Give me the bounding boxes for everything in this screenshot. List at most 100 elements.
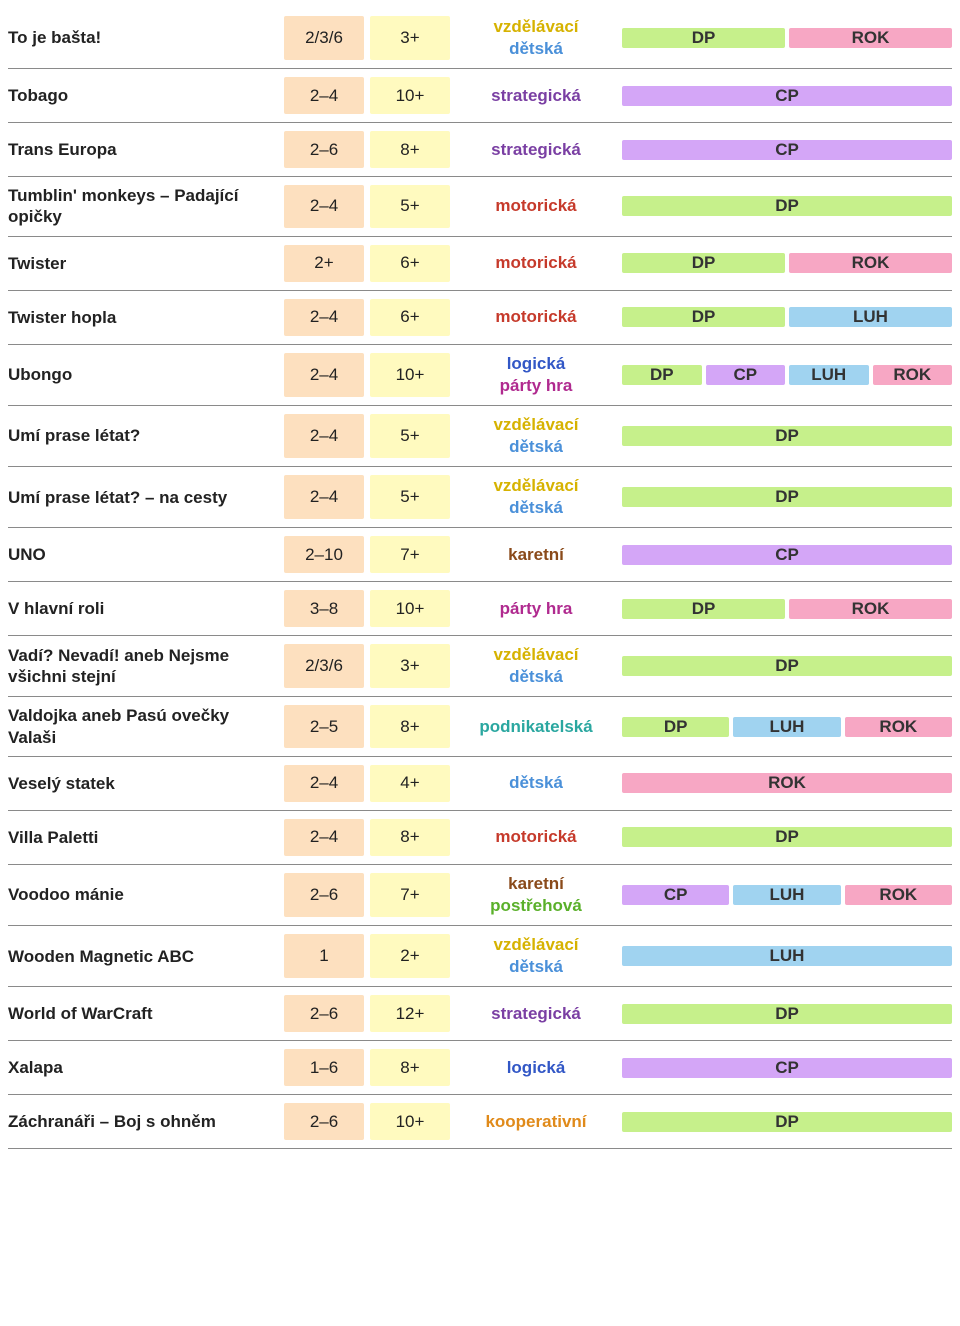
table-row: Xalapa1–68+logickáCP bbox=[8, 1041, 952, 1095]
category-label: motorická bbox=[495, 306, 576, 328]
game-name: Twister hopla bbox=[8, 299, 284, 336]
location-badge-cp: CP bbox=[622, 140, 952, 160]
categories-cell: logickápárty hra bbox=[456, 353, 616, 397]
category-label: párty hra bbox=[500, 598, 573, 620]
locations-cell: CP bbox=[616, 536, 952, 573]
location-badge-luh: LUH bbox=[789, 307, 952, 327]
category-label: motorická bbox=[495, 195, 576, 217]
categories-cell: logická bbox=[456, 1049, 616, 1086]
category-label: dětská bbox=[509, 956, 563, 978]
table-row: Trans Europa2–68+strategickáCP bbox=[8, 123, 952, 177]
location-badge-dp: DP bbox=[622, 1112, 952, 1132]
categories-cell: vzdělávacídětská bbox=[456, 16, 616, 60]
table-row: Vadí? Nevadí! aneb Nejsme všichni stejní… bbox=[8, 636, 952, 697]
game-name: Veselý statek bbox=[8, 765, 284, 802]
category-label: postřehová bbox=[490, 895, 582, 917]
location-badge-cp: CP bbox=[622, 86, 952, 106]
table-row: World of WarCraft2–612+strategickáDP bbox=[8, 987, 952, 1041]
locations-cell: DP bbox=[616, 475, 952, 519]
location-badge-luh: LUH bbox=[733, 717, 840, 737]
categories-cell: kooperativní bbox=[456, 1103, 616, 1140]
age-cell: 8+ bbox=[370, 819, 450, 856]
location-badge-cp: CP bbox=[706, 365, 786, 385]
locations-cell: DPLUH bbox=[616, 299, 952, 336]
location-badge-dp: DP bbox=[622, 426, 952, 446]
game-name: Voodoo mánie bbox=[8, 873, 284, 917]
players-cell: 2–4 bbox=[284, 185, 364, 228]
categories-cell: podnikatelská bbox=[456, 705, 616, 748]
categories-cell: vzdělávacídětská bbox=[456, 414, 616, 458]
players-cell: 2–6 bbox=[284, 1103, 364, 1140]
category-label: dětská bbox=[509, 666, 563, 688]
age-cell: 4+ bbox=[370, 765, 450, 802]
table-row: Twister hopla2–46+ motorická DPLUH bbox=[8, 291, 952, 345]
location-badge-dp: DP bbox=[622, 717, 729, 737]
locations-cell: DPROK bbox=[616, 245, 952, 282]
category-label: karetní bbox=[508, 544, 564, 566]
locations-cell: DPROK bbox=[616, 590, 952, 627]
locations-cell: DPLUHROK bbox=[616, 705, 952, 748]
location-badge-rok: ROK bbox=[789, 28, 952, 48]
category-label: strategická bbox=[491, 1003, 581, 1025]
game-name: Ubongo bbox=[8, 353, 284, 397]
players-cell: 2+ bbox=[284, 245, 364, 282]
game-name: V hlavní roli bbox=[8, 590, 284, 627]
categories-cell: vzdělávacídětská bbox=[456, 475, 616, 519]
table-row: Wooden Magnetic ABC12+vzdělávacídětskáLU… bbox=[8, 926, 952, 987]
location-badge-cp: CP bbox=[622, 545, 952, 565]
age-cell: 6+ bbox=[370, 299, 450, 336]
location-badge-rok: ROK bbox=[845, 885, 952, 905]
category-label: logická bbox=[507, 1057, 566, 1079]
categories-cell: strategická bbox=[456, 131, 616, 168]
category-label: karetní bbox=[508, 873, 564, 895]
players-cell: 2/3/6 bbox=[284, 16, 364, 60]
players-cell: 2–5 bbox=[284, 705, 364, 748]
location-badge-dp: DP bbox=[622, 307, 785, 327]
age-cell: 2+ bbox=[370, 934, 450, 978]
table-row: Villa Paletti2–48+motorickáDP bbox=[8, 811, 952, 865]
categories-cell: motorická bbox=[456, 245, 616, 282]
categories-cell: párty hra bbox=[456, 590, 616, 627]
game-name: Umí prase létat? bbox=[8, 414, 284, 458]
location-badge-rok: ROK bbox=[789, 253, 952, 273]
age-cell: 10+ bbox=[370, 77, 450, 114]
locations-cell: CP bbox=[616, 131, 952, 168]
location-badge-luh: LUH bbox=[733, 885, 840, 905]
players-cell: 2–10 bbox=[284, 536, 364, 573]
categories-cell: karetní bbox=[456, 536, 616, 573]
category-label: vzdělávací bbox=[493, 475, 578, 497]
category-label: motorická bbox=[495, 826, 576, 848]
location-badge-luh: LUH bbox=[789, 365, 869, 385]
table-row: To je bašta!2/3/63+vzdělávacídětskáDPROK bbox=[8, 8, 952, 69]
game-name: Twister bbox=[8, 245, 284, 282]
location-badge-dp: DP bbox=[622, 656, 952, 676]
players-cell: 2–6 bbox=[284, 131, 364, 168]
category-label: dětská bbox=[509, 772, 563, 794]
age-cell: 8+ bbox=[370, 705, 450, 748]
locations-cell: DP bbox=[616, 644, 952, 688]
players-cell: 2–4 bbox=[284, 765, 364, 802]
categories-cell: motorická bbox=[456, 185, 616, 228]
game-name: Wooden Magnetic ABC bbox=[8, 934, 284, 978]
age-cell: 3+ bbox=[370, 644, 450, 688]
category-label: dětská bbox=[509, 436, 563, 458]
age-cell: 7+ bbox=[370, 536, 450, 573]
age-cell: 10+ bbox=[370, 1103, 450, 1140]
categories-cell: vzdělávacídětská bbox=[456, 934, 616, 978]
game-name: Trans Europa bbox=[8, 131, 284, 168]
location-badge-luh: LUH bbox=[622, 946, 952, 966]
location-badge-dp: DP bbox=[622, 827, 952, 847]
locations-cell: CP bbox=[616, 1049, 952, 1086]
categories-cell: strategická bbox=[456, 77, 616, 114]
locations-cell: DP bbox=[616, 185, 952, 228]
players-cell: 2/3/6 bbox=[284, 644, 364, 688]
location-badge-dp: DP bbox=[622, 487, 952, 507]
category-label: motorická bbox=[495, 252, 576, 274]
players-cell: 2–4 bbox=[284, 299, 364, 336]
players-cell: 2–4 bbox=[284, 475, 364, 519]
categories-cell: vzdělávacídětská bbox=[456, 644, 616, 688]
game-name: UNO bbox=[8, 536, 284, 573]
game-name: Umí prase létat? – na cesty bbox=[8, 475, 284, 519]
categories-cell: strategická bbox=[456, 995, 616, 1032]
players-cell: 3–8 bbox=[284, 590, 364, 627]
